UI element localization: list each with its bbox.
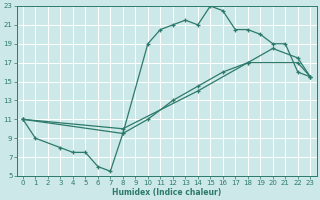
X-axis label: Humidex (Indice chaleur): Humidex (Indice chaleur)	[112, 188, 221, 197]
